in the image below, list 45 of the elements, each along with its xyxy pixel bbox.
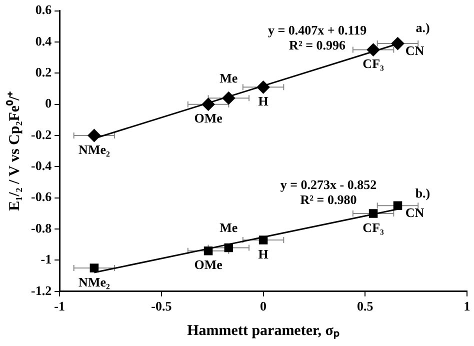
y-tick-label: -0.4 [30,158,52,174]
annotation: Me [220,70,238,86]
y-tick-label: -0.6 [30,189,52,204]
x-axis-title: Hammett parameter, σₚ [187,322,340,339]
annotation: CF₃ [362,56,384,72]
x-tick-label: -1 [54,298,65,314]
annotation: b.) [415,185,430,200]
point [222,92,236,105]
annotation: Me [220,220,238,236]
point [368,209,378,218]
annotation: CN [405,42,425,58]
annotation: y = 0.407x + 0.119 R² = 0.996 [268,22,368,52]
x-tick-label: 1 [464,298,470,314]
point [391,37,404,50]
point [202,98,215,111]
y-tick-label: 0.2 [35,64,52,80]
point [258,236,268,244]
point [256,80,270,94]
y-tick-label: -1.2 [30,282,52,298]
annotation: H [258,94,268,109]
y-tick-label: 0 [45,96,52,111]
point [224,243,234,252]
point [204,246,213,256]
annotation: NMe₂ [78,274,110,290]
annotation: OMe [194,110,223,126]
y-tick-label: -0.2 [30,126,52,142]
y-axis-title: E₁/₂ / V vs Cp₂Fe⁰/⁺ [4,91,23,211]
annotation: OMe [194,257,223,272]
point [90,264,99,272]
x-tick-label: -0.5 [151,298,172,314]
point [393,201,402,210]
x-tick-label: 0.5 [357,298,374,314]
point [366,43,380,56]
annotation: NMe₂ [78,142,110,157]
y-tick-label: -1 [40,252,52,267]
x-tick-label: 0 [260,298,267,314]
annotation: CF₃ [362,220,384,235]
annotation: y = 0.273x - 0.852 R² = 0.980 [280,176,377,207]
point [88,129,101,142]
annotation: CN [405,205,425,220]
y-tick-label: 0.4 [35,33,52,48]
y-tick-label: 0.6 [35,2,52,18]
y-tick-label: -0.8 [30,220,52,236]
annotation: H [258,246,268,262]
annotation: a.) [416,20,430,36]
